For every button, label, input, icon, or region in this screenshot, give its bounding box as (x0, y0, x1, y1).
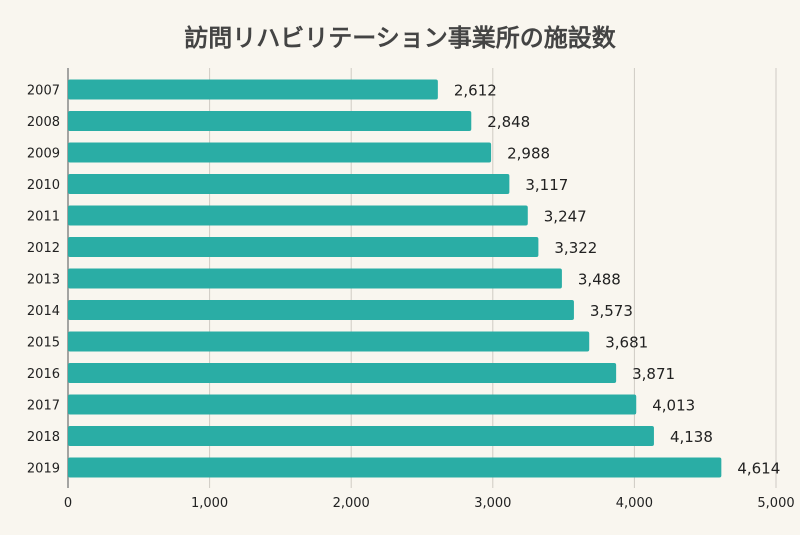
bar (68, 363, 617, 383)
bar (68, 205, 528, 226)
y-category-label: 2008 (27, 115, 60, 130)
y-category-label: 2017 (27, 399, 60, 414)
y-category-label: 2016 (27, 367, 60, 382)
y-category-label: 2019 (27, 462, 60, 477)
x-tick-label: 0 (64, 496, 72, 511)
y-category-label: 2012 (27, 241, 60, 256)
data-label: 3,681 (605, 334, 648, 352)
y-category-label: 2007 (27, 84, 60, 99)
y-category-label: 2009 (27, 147, 60, 162)
bar (68, 394, 637, 415)
data-label: 2,848 (487, 113, 530, 131)
x-tick-label: 1,000 (191, 496, 228, 511)
data-label: 2,988 (507, 145, 550, 163)
data-label: 3,573 (590, 302, 633, 320)
data-label: 3,871 (632, 365, 675, 383)
bar (68, 426, 654, 446)
y-category-label: 2018 (27, 430, 60, 445)
bar (68, 79, 438, 100)
data-label: 4,614 (737, 460, 780, 478)
data-label: 2,612 (454, 82, 497, 100)
y-category-label: 2010 (27, 178, 60, 193)
data-label: 4,013 (652, 397, 695, 415)
bar (68, 174, 510, 194)
y-category-label: 2014 (27, 304, 60, 319)
x-tick-label: 5,000 (757, 496, 794, 511)
bar (68, 142, 492, 163)
y-category-label: 2015 (27, 336, 60, 351)
chart-title: 訪問リハビリテーション事業所の施設数 (184, 24, 617, 52)
x-tick-label: 4,000 (616, 496, 653, 511)
data-label: 4,138 (670, 428, 713, 446)
bar (68, 237, 539, 257)
bar (68, 457, 722, 478)
bar (68, 331, 590, 352)
data-label: 3,117 (525, 176, 568, 194)
x-tick-label: 2,000 (333, 496, 370, 511)
data-label: 3,322 (554, 239, 597, 257)
bar (68, 300, 574, 320)
data-label: 3,488 (578, 271, 621, 289)
x-tick-label: 3,000 (474, 496, 511, 511)
bar (68, 268, 562, 289)
y-category-label: 2011 (27, 210, 60, 225)
data-label: 3,247 (544, 208, 587, 226)
y-category-label: 2013 (27, 273, 60, 288)
bar (68, 111, 472, 131)
